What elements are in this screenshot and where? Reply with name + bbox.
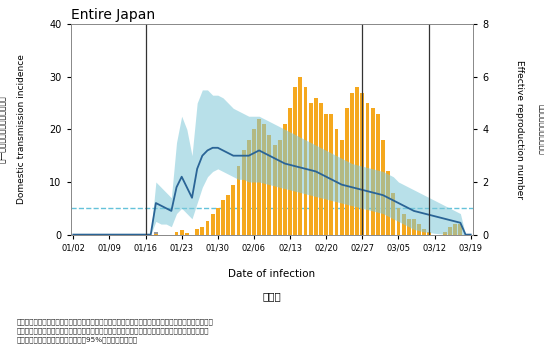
Bar [273, 145, 276, 235]
Bar [397, 208, 400, 235]
Bar [262, 124, 266, 235]
Bar [211, 214, 214, 235]
Bar [448, 227, 452, 235]
Bar [345, 108, 349, 235]
Bar [386, 171, 390, 235]
Bar [314, 98, 318, 235]
Text: Domestic transmission incidence: Domestic transmission incidence [17, 55, 26, 204]
Bar [324, 114, 328, 235]
Bar [459, 224, 462, 235]
Bar [221, 200, 225, 235]
Bar [422, 229, 426, 235]
Text: 注：カレンダー時刻（横軸）別の推定の新規感染者数（左縦軸・棒グラフ；黄色は国内発生、灰色は
輸入感染者）とそれに基づく実効再生産数（１人あたりが生み出した２次感: 注：カレンダー時刻（横軸）別の推定の新規感染者数（左縦軸・棒グラフ；黄色は国内発… [16, 318, 213, 343]
Bar [154, 232, 158, 234]
Text: Effective reproduction number: Effective reproduction number [515, 60, 524, 199]
Bar [370, 108, 375, 235]
Bar [381, 140, 385, 235]
Bar [453, 224, 457, 235]
Bar [355, 87, 359, 235]
Bar [257, 119, 261, 235]
Bar [278, 140, 282, 235]
Bar [309, 103, 313, 235]
Bar [401, 214, 405, 235]
Bar [154, 234, 158, 235]
Bar [340, 140, 344, 235]
Bar [407, 219, 411, 235]
Bar [299, 77, 302, 235]
Bar [335, 129, 338, 235]
Bar [180, 230, 184, 235]
Bar [237, 166, 240, 235]
Bar [350, 92, 354, 235]
Bar [200, 227, 204, 235]
Bar [428, 232, 431, 235]
Bar [319, 103, 323, 235]
Bar [252, 129, 256, 235]
Text: Entire Japan: Entire Japan [71, 8, 155, 22]
Bar [216, 208, 220, 235]
Bar [268, 135, 271, 235]
Bar [283, 124, 287, 235]
Bar [206, 221, 209, 235]
Bar [304, 87, 307, 235]
Bar [376, 114, 380, 235]
Bar [360, 92, 364, 235]
Bar [391, 193, 395, 235]
Bar [417, 224, 421, 235]
Bar [366, 103, 369, 235]
Bar [330, 114, 333, 235]
Bar [293, 87, 297, 235]
Bar [195, 229, 199, 235]
Bar [231, 185, 235, 235]
Bar [242, 150, 245, 235]
Bar [175, 232, 178, 235]
Bar [288, 108, 292, 235]
Bar [443, 232, 447, 235]
Text: Date of infection: Date of infection [228, 269, 316, 279]
Text: 実効再生産数（青い線）: 実効再生産数（青い線） [537, 104, 544, 155]
Bar [226, 195, 230, 235]
Text: （―の、感染者数）黄色のバー: （―の、感染者数）黄色のバー [0, 96, 7, 163]
Bar [185, 233, 189, 235]
Text: 感染日: 感染日 [263, 292, 281, 302]
Bar [247, 140, 251, 235]
Bar [412, 219, 416, 235]
